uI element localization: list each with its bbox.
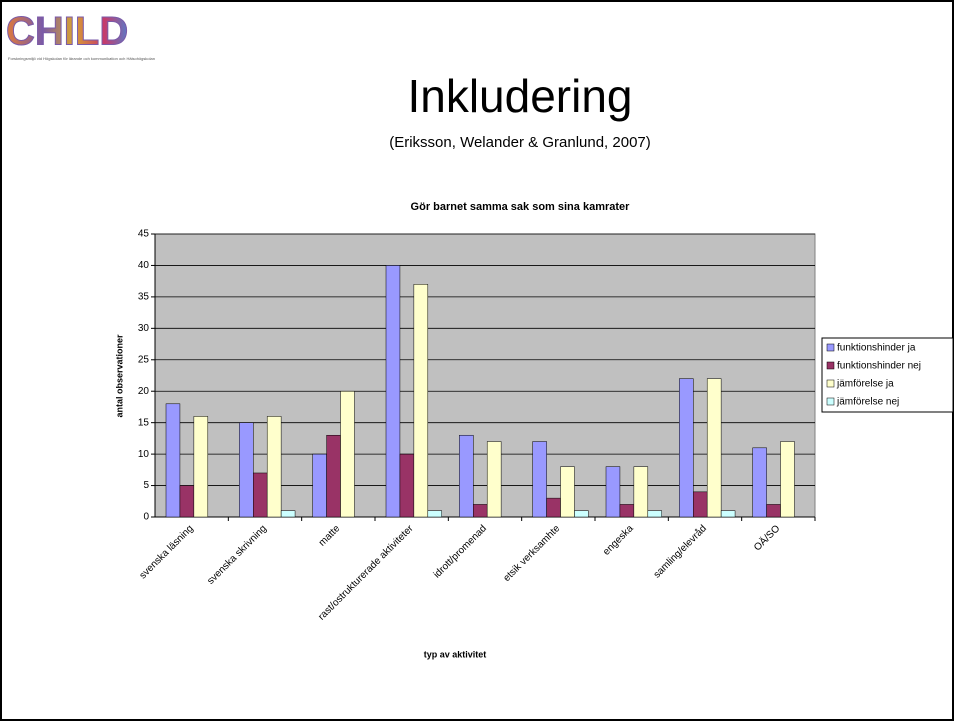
slide-title: Inkludering: [407, 70, 632, 122]
bar: [693, 491, 708, 518]
bar: [179, 485, 195, 518]
x-tick-label: idrott/promenad: [432, 523, 489, 580]
legend-label: funktionshinder ja: [837, 343, 916, 354]
legend-swatch: [826, 361, 835, 370]
legend-swatch: [826, 397, 835, 406]
x-axis-label: typ av aktivitet: [424, 649, 487, 659]
bar: [720, 510, 736, 518]
legend-swatch: [826, 379, 835, 388]
legend-label: jämförelse nej: [836, 397, 899, 408]
y-tick-label: 10: [138, 449, 150, 460]
y-axis-label: antal observationer: [114, 334, 124, 418]
bar: [679, 378, 694, 518]
bar: [546, 497, 561, 518]
y-tick-label: 35: [138, 292, 150, 303]
y-tick-label: 25: [138, 354, 150, 365]
y-tick-label: 5: [143, 480, 149, 491]
bar: [427, 510, 442, 518]
x-tick-label: engeska: [601, 523, 636, 558]
bar: [253, 472, 268, 518]
bar: [605, 466, 621, 518]
y-tick-label: 20: [138, 386, 150, 397]
bar: [752, 447, 767, 518]
bar: [165, 403, 181, 518]
legend: [821, 337, 954, 413]
bar: [312, 453, 327, 518]
x-tick-label: samling/elevråd: [651, 523, 709, 581]
y-tick-label: 0: [143, 512, 149, 523]
bar: [280, 510, 296, 518]
chart-title: Gör barnet samma sak som sina kamrater: [411, 201, 631, 213]
y-tick-label: 15: [138, 417, 150, 428]
bar: [574, 510, 589, 518]
bar: [560, 466, 575, 518]
legend-label: funktionshinder nej: [837, 361, 921, 372]
bar: [486, 441, 502, 518]
bar: [399, 453, 415, 518]
bar: [706, 378, 722, 518]
bar: [340, 390, 355, 518]
bar: [413, 284, 429, 518]
bar: [647, 510, 662, 518]
logo: CHILD: [6, 10, 128, 54]
bar: [239, 422, 254, 518]
bar: [459, 434, 474, 518]
x-tick-label: svenska läsning: [138, 523, 196, 581]
x-tick-label: etsik verksamhte: [501, 523, 562, 584]
y-tick-label: 30: [138, 323, 150, 334]
x-tick-label: matte: [317, 523, 343, 549]
x-tick-label: svenska skrivning: [205, 523, 269, 587]
x-tick-label: OÄ/SO: [751, 522, 782, 553]
bar: [326, 434, 341, 518]
bar: [633, 466, 649, 518]
bar: [266, 416, 282, 518]
legend-swatch: [826, 343, 835, 352]
legend-label: jämförelse ja: [836, 379, 894, 390]
bar: [780, 441, 795, 518]
bar: [619, 504, 635, 518]
logo-subtext: Forskningsmiljö vid Högskolan för lärand…: [8, 56, 155, 61]
bar: [193, 416, 209, 518]
bar: [766, 504, 781, 518]
bar: [532, 441, 547, 518]
bar: [385, 265, 401, 518]
slide-subtitle: (Eriksson, Welander & Granlund, 2007): [389, 134, 651, 151]
bar: [473, 504, 488, 518]
y-tick-label: 45: [138, 229, 150, 240]
y-tick-label: 40: [138, 260, 150, 271]
